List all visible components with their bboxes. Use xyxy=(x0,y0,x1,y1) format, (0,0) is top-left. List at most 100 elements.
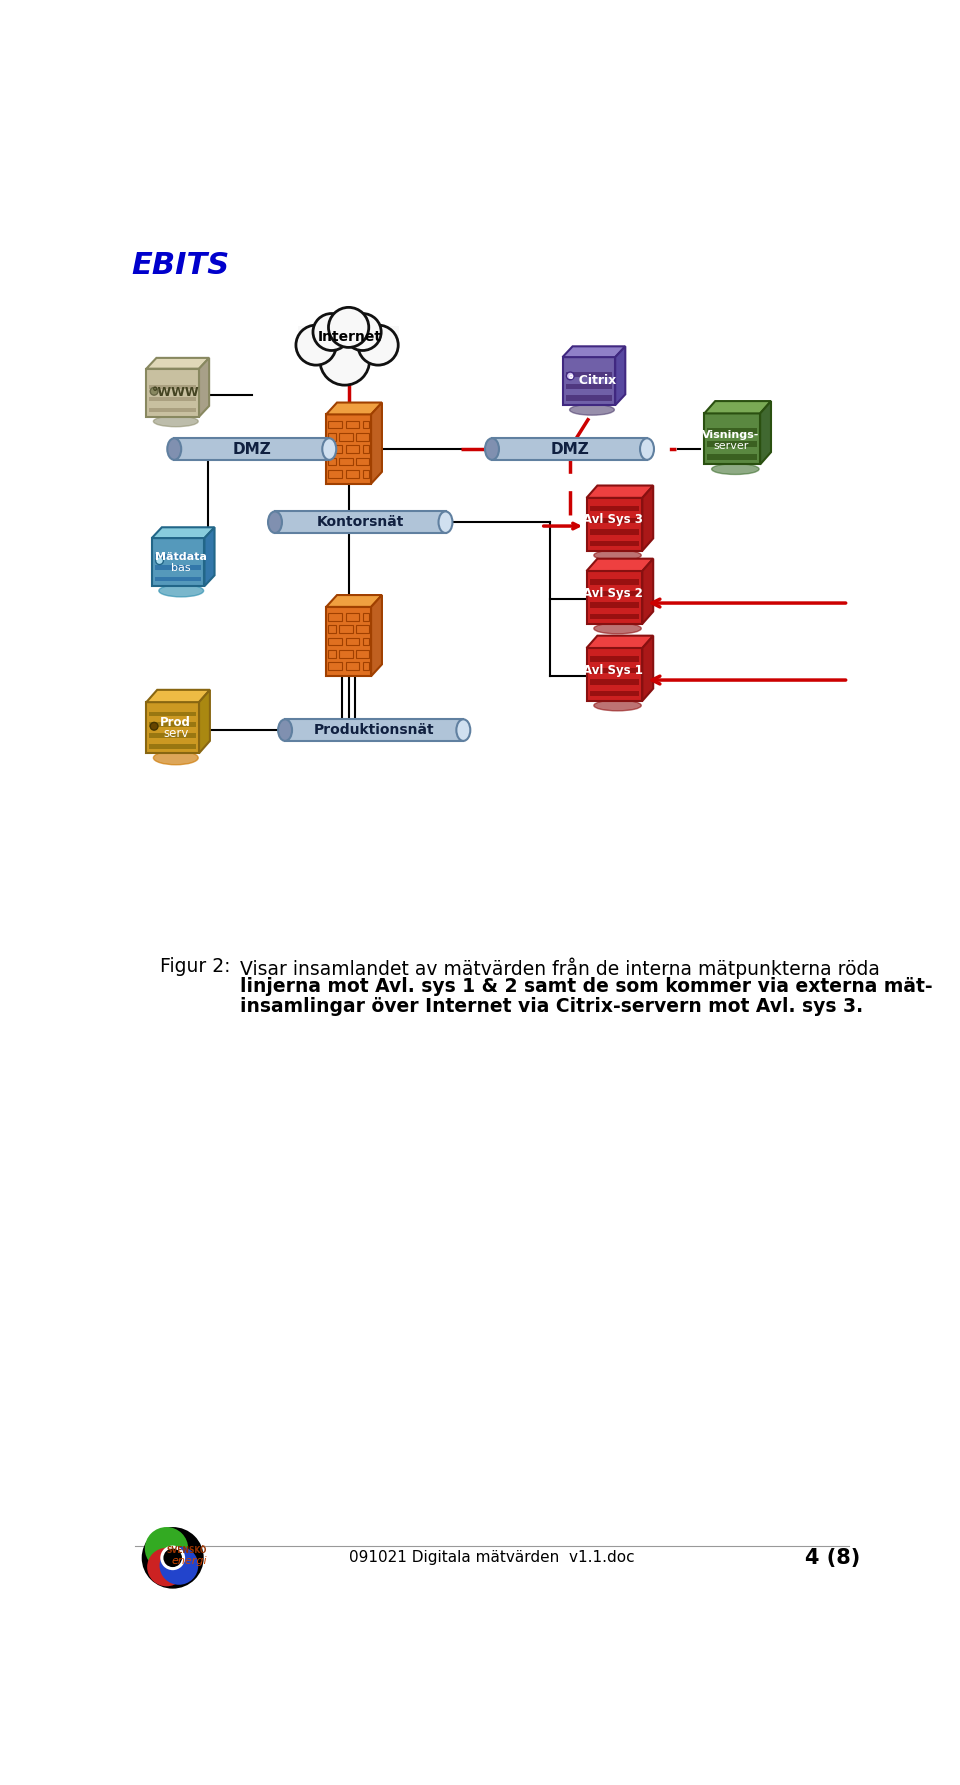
Ellipse shape xyxy=(594,550,641,560)
Text: server: server xyxy=(713,441,749,452)
Bar xyxy=(356,457,369,466)
Bar xyxy=(339,457,353,466)
Bar xyxy=(356,434,369,441)
Polygon shape xyxy=(152,527,214,537)
Bar xyxy=(150,734,196,737)
Bar xyxy=(589,578,639,584)
Bar xyxy=(150,386,196,389)
Bar xyxy=(705,414,760,464)
Bar xyxy=(346,612,359,621)
Text: Prod: Prod xyxy=(160,716,191,728)
Circle shape xyxy=(313,314,350,350)
Bar xyxy=(589,518,639,523)
Bar xyxy=(565,394,612,400)
Bar xyxy=(150,712,196,716)
Circle shape xyxy=(163,1549,182,1567)
Polygon shape xyxy=(326,403,382,414)
Bar xyxy=(339,625,353,634)
Text: °WWW: °WWW xyxy=(152,386,200,398)
Bar xyxy=(589,691,639,696)
Bar xyxy=(155,577,202,582)
Text: 4 (8): 4 (8) xyxy=(805,1548,860,1567)
Polygon shape xyxy=(705,402,771,414)
Polygon shape xyxy=(372,403,382,484)
Bar xyxy=(356,625,369,634)
Bar xyxy=(363,637,369,646)
Polygon shape xyxy=(760,402,771,464)
Circle shape xyxy=(145,1526,188,1571)
Bar xyxy=(150,396,196,400)
Circle shape xyxy=(156,557,163,564)
Polygon shape xyxy=(587,559,653,571)
Bar xyxy=(363,612,369,621)
Ellipse shape xyxy=(569,405,614,416)
Bar xyxy=(589,505,639,512)
Text: insamlingar över Internet via Citrix-servern mot Avl. sys 3.: insamlingar över Internet via Citrix-ser… xyxy=(240,996,863,1016)
Polygon shape xyxy=(615,346,625,405)
Text: ° Citrix: ° Citrix xyxy=(568,375,616,387)
Bar xyxy=(328,637,343,646)
Ellipse shape xyxy=(485,439,499,461)
Bar xyxy=(589,591,639,596)
Bar xyxy=(363,444,369,453)
Bar xyxy=(589,528,639,534)
Bar xyxy=(328,457,336,466)
Polygon shape xyxy=(372,594,382,677)
Bar xyxy=(150,744,196,748)
Bar xyxy=(708,441,757,446)
Polygon shape xyxy=(199,689,210,753)
Bar xyxy=(328,650,336,657)
Bar xyxy=(346,637,359,646)
Ellipse shape xyxy=(323,439,336,461)
Bar xyxy=(328,434,336,441)
Bar xyxy=(328,469,343,478)
Circle shape xyxy=(150,387,158,394)
Bar xyxy=(492,439,647,461)
Bar xyxy=(326,607,372,677)
Polygon shape xyxy=(146,357,209,369)
Text: linjerna mot Avl. sys 1 & 2 samt de som kommer via externa mät-: linjerna mot Avl. sys 1 & 2 samt de som … xyxy=(240,976,933,996)
Ellipse shape xyxy=(640,439,654,461)
Circle shape xyxy=(358,325,398,366)
Bar xyxy=(587,648,642,702)
Polygon shape xyxy=(326,594,382,607)
Bar xyxy=(328,662,343,669)
Circle shape xyxy=(150,723,158,730)
Ellipse shape xyxy=(711,464,759,475)
Polygon shape xyxy=(587,486,653,498)
Polygon shape xyxy=(642,486,653,552)
Bar xyxy=(146,369,199,416)
Text: Visar insamlandet av mätvärden från de interna mätpunkterna röda: Visar insamlandet av mätvärden från de i… xyxy=(240,957,880,978)
Polygon shape xyxy=(587,635,653,648)
Text: energi: energi xyxy=(172,1557,207,1565)
Bar xyxy=(150,723,196,726)
Bar xyxy=(587,571,642,623)
Bar xyxy=(285,719,464,741)
Bar xyxy=(328,625,336,634)
Bar xyxy=(565,371,612,377)
Bar xyxy=(587,498,642,552)
Bar xyxy=(563,357,615,405)
Circle shape xyxy=(159,1546,199,1585)
Ellipse shape xyxy=(158,584,204,596)
Text: Internet: Internet xyxy=(318,330,382,345)
Bar xyxy=(339,434,353,441)
Ellipse shape xyxy=(594,623,641,634)
Text: EBITS: EBITS xyxy=(132,252,229,280)
Bar xyxy=(356,650,369,657)
Ellipse shape xyxy=(167,439,181,461)
Polygon shape xyxy=(642,559,653,623)
Text: Avl Sys 1: Avl Sys 1 xyxy=(583,664,643,677)
Text: serv: serv xyxy=(163,728,188,741)
Ellipse shape xyxy=(594,700,641,710)
Bar xyxy=(589,680,639,685)
Polygon shape xyxy=(204,527,214,585)
Bar xyxy=(589,668,639,673)
Text: Mätdata: Mätdata xyxy=(156,552,207,562)
Circle shape xyxy=(320,336,370,386)
Ellipse shape xyxy=(456,719,470,741)
Circle shape xyxy=(142,1526,204,1589)
Text: Produktionsnät: Produktionsnät xyxy=(314,723,435,737)
Text: bas: bas xyxy=(172,564,191,573)
Circle shape xyxy=(344,314,381,350)
